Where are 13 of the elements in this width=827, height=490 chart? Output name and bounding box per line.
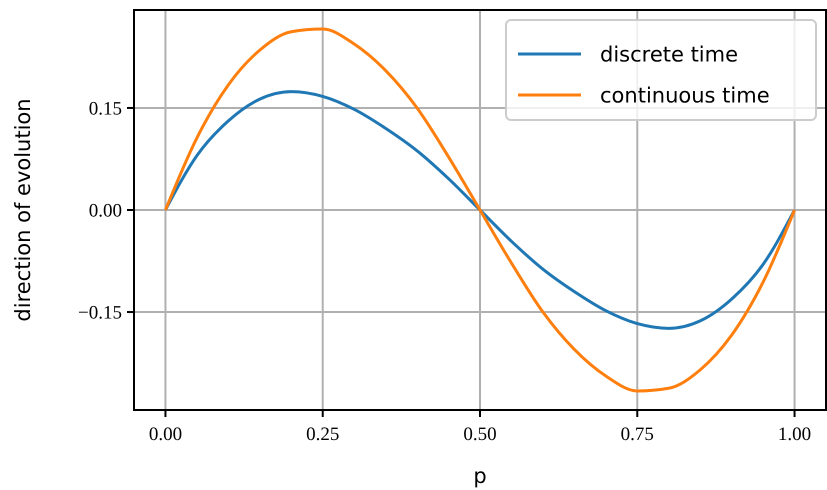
y-axis-title: direction of evolution <box>11 98 35 322</box>
x-tick-label: 0.00 <box>148 424 182 445</box>
x-tick-label: 0.50 <box>463 424 497 445</box>
y-tick-label: −0.15 <box>78 302 122 324</box>
legend-label: discrete time <box>600 42 738 66</box>
y-tick-label: 0.00 <box>88 200 122 222</box>
x-axis-title: p <box>473 464 487 488</box>
y-tick-label: 0.15 <box>88 98 122 120</box>
x-tick-label: 1.00 <box>778 424 812 445</box>
x-tick-label: 0.75 <box>620 424 654 445</box>
legend-label: continuous time <box>600 83 770 108</box>
line-series <box>164 28 796 392</box>
x-tick-label: 0.25 <box>306 424 340 445</box>
